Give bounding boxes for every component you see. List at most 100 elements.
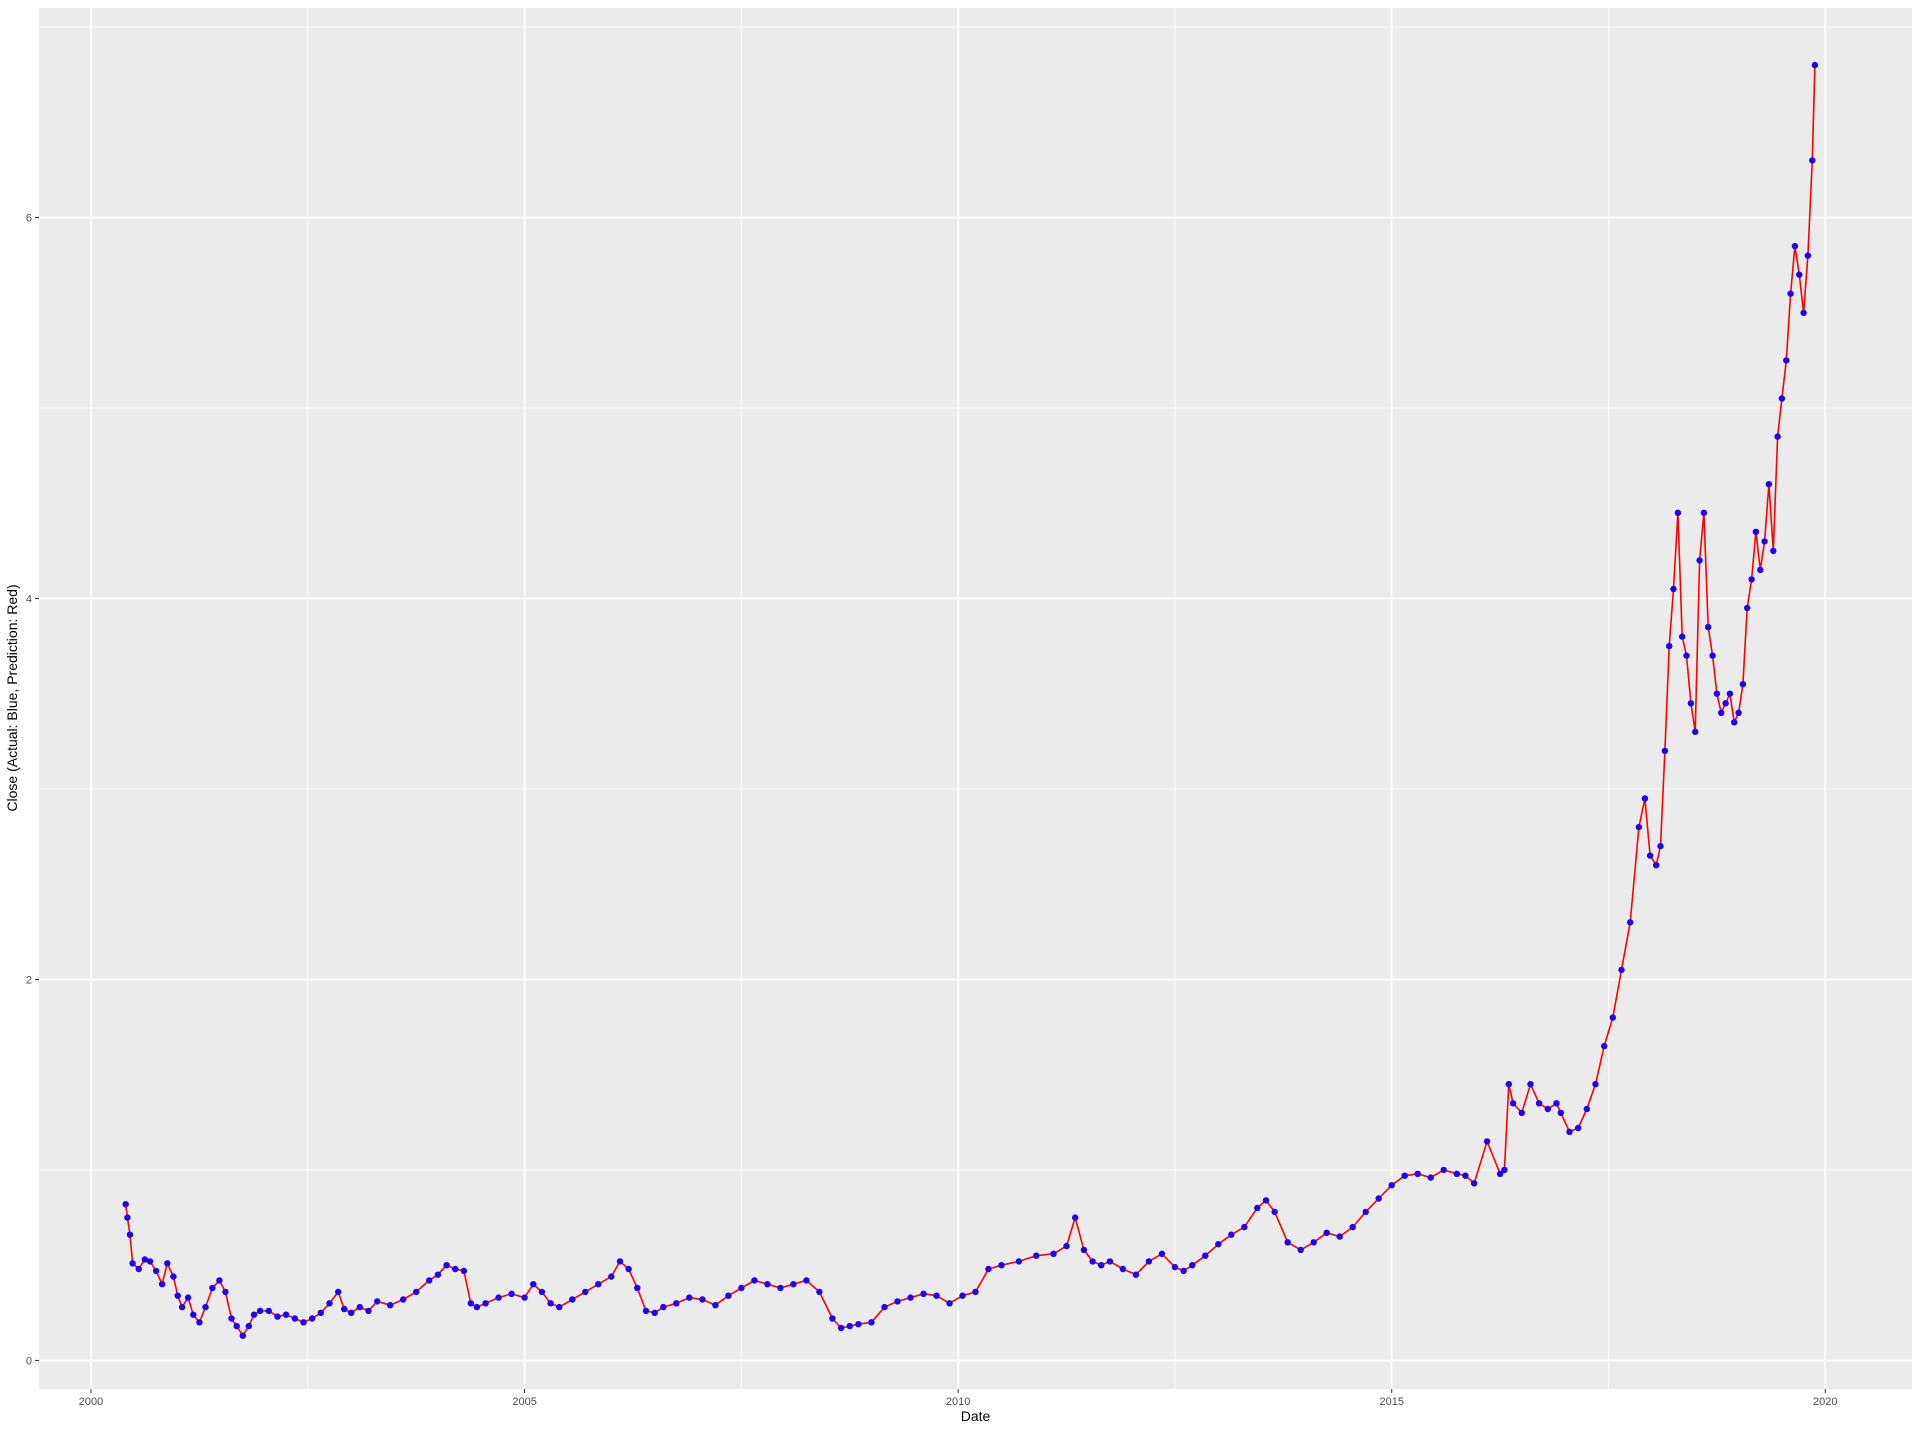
actual-data-point — [1731, 719, 1738, 726]
actual-data-point — [222, 1288, 229, 1296]
actual-data-point — [1336, 1233, 1343, 1240]
actual-data-point — [1509, 1100, 1517, 1107]
x-tick-label: 2000 — [79, 1396, 103, 1408]
actual-data-point — [1228, 1231, 1235, 1238]
actual-data-point — [196, 1319, 203, 1326]
actual-data-point — [725, 1292, 732, 1299]
actual-data-point — [152, 1267, 160, 1275]
actual-data-point — [228, 1315, 235, 1322]
actual-data-point — [751, 1277, 758, 1284]
actual-data-point — [1692, 728, 1699, 735]
actual-data-point — [1726, 690, 1734, 697]
actual-data-point — [946, 1300, 953, 1307]
actual-data-point — [1635, 823, 1643, 831]
x-tick-label: 2020 — [1813, 1396, 1837, 1408]
actual-data-point — [790, 1281, 797, 1288]
major-gridlines — [39, 8, 1912, 1389]
actual-data-point — [256, 1307, 264, 1315]
actual-data-point — [1809, 157, 1816, 164]
actual-data-point — [1757, 566, 1764, 574]
actual-data-point — [1657, 842, 1664, 850]
actual-data-point — [265, 1307, 272, 1315]
actual-data-point — [317, 1309, 324, 1317]
actual-data-point — [308, 1315, 316, 1322]
actual-data-point — [129, 1260, 136, 1267]
actual-data-point — [233, 1322, 240, 1330]
actual-data-point — [1744, 604, 1751, 612]
actual-data-point — [1575, 1124, 1582, 1132]
actual-data-point — [1483, 1138, 1491, 1145]
actual-data-point — [1761, 538, 1768, 545]
actual-data-point — [1284, 1239, 1291, 1246]
actual-data-point — [1440, 1166, 1447, 1174]
actual-data-point — [1713, 690, 1721, 697]
actual-data-point — [1618, 966, 1625, 974]
actual-data-point — [530, 1281, 537, 1288]
actual-data-point — [855, 1321, 862, 1328]
actual-data-point — [1641, 795, 1649, 802]
actual-data-point — [1718, 709, 1725, 716]
actual-data-point — [1592, 1081, 1599, 1088]
actual-data-point — [764, 1281, 771, 1288]
actual-data-point — [1132, 1271, 1140, 1278]
actual-data-point — [1527, 1081, 1534, 1088]
actual-data-point — [985, 1265, 992, 1273]
actual-data-point — [1414, 1170, 1421, 1178]
actual-data-point — [1180, 1267, 1187, 1275]
actual-data-point — [699, 1296, 706, 1303]
actual-data-point — [521, 1294, 528, 1301]
actual-data-point — [1072, 1214, 1079, 1221]
actual-data-point — [1609, 1014, 1617, 1021]
actual-data-point — [356, 1303, 363, 1311]
actual-data-point — [1388, 1182, 1395, 1189]
actual-data-point — [387, 1302, 394, 1309]
actual-data-point — [1646, 852, 1654, 859]
actual-data-point — [443, 1262, 450, 1269]
actual-data-point — [1501, 1166, 1508, 1174]
actual-data-point — [547, 1300, 554, 1307]
actual-data-point — [1735, 709, 1742, 716]
actual-data-point — [1015, 1258, 1023, 1265]
actual-data-point — [608, 1273, 615, 1280]
actual-data-point — [642, 1307, 650, 1315]
actual-data-point — [146, 1258, 154, 1265]
actual-data-point — [1811, 61, 1819, 69]
actual-data-point — [434, 1271, 442, 1278]
actual-data-point — [1119, 1265, 1127, 1273]
actual-data-point — [933, 1292, 940, 1299]
minor-gridlines — [39, 8, 1912, 1389]
actual-data-point — [660, 1303, 667, 1311]
actual-data-point — [829, 1315, 836, 1322]
actual-data-point — [1709, 652, 1716, 659]
actual-data-point — [1496, 1170, 1504, 1178]
actual-data-point — [1770, 547, 1777, 555]
actual-data-point — [1323, 1229, 1330, 1237]
y-tick-label: 0 — [26, 1355, 32, 1367]
actual-data-point — [634, 1284, 641, 1292]
actual-data-point — [1098, 1262, 1105, 1269]
actual-data-point — [1462, 1172, 1469, 1179]
actual-data-point — [1241, 1223, 1248, 1231]
actual-data-point — [1375, 1195, 1382, 1202]
actual-data-point — [170, 1273, 177, 1280]
actual-data-point — [335, 1288, 342, 1296]
actual-data-point — [1627, 919, 1634, 926]
actual-data-point — [1748, 576, 1755, 583]
actual-data-point — [538, 1288, 546, 1296]
actual-points-layer — [122, 61, 1819, 1339]
actual-data-point — [452, 1265, 459, 1273]
actual-data-point — [1535, 1100, 1543, 1107]
actual-data-point — [1063, 1242, 1070, 1250]
actual-data-point — [1774, 433, 1781, 440]
actual-data-point — [300, 1319, 307, 1326]
plot-panel — [39, 8, 1912, 1389]
actual-data-point — [1783, 357, 1790, 364]
actual-data-point — [1804, 252, 1812, 259]
actual-data-point — [894, 1298, 901, 1305]
x-axis-title: Date — [961, 1408, 991, 1424]
actual-data-point — [124, 1214, 131, 1221]
actual-data-point — [473, 1303, 481, 1311]
y-tick-label: 6 — [26, 213, 32, 225]
actual-data-point — [1687, 700, 1695, 707]
y-axis: 0 2 4 6 — [26, 213, 39, 1367]
